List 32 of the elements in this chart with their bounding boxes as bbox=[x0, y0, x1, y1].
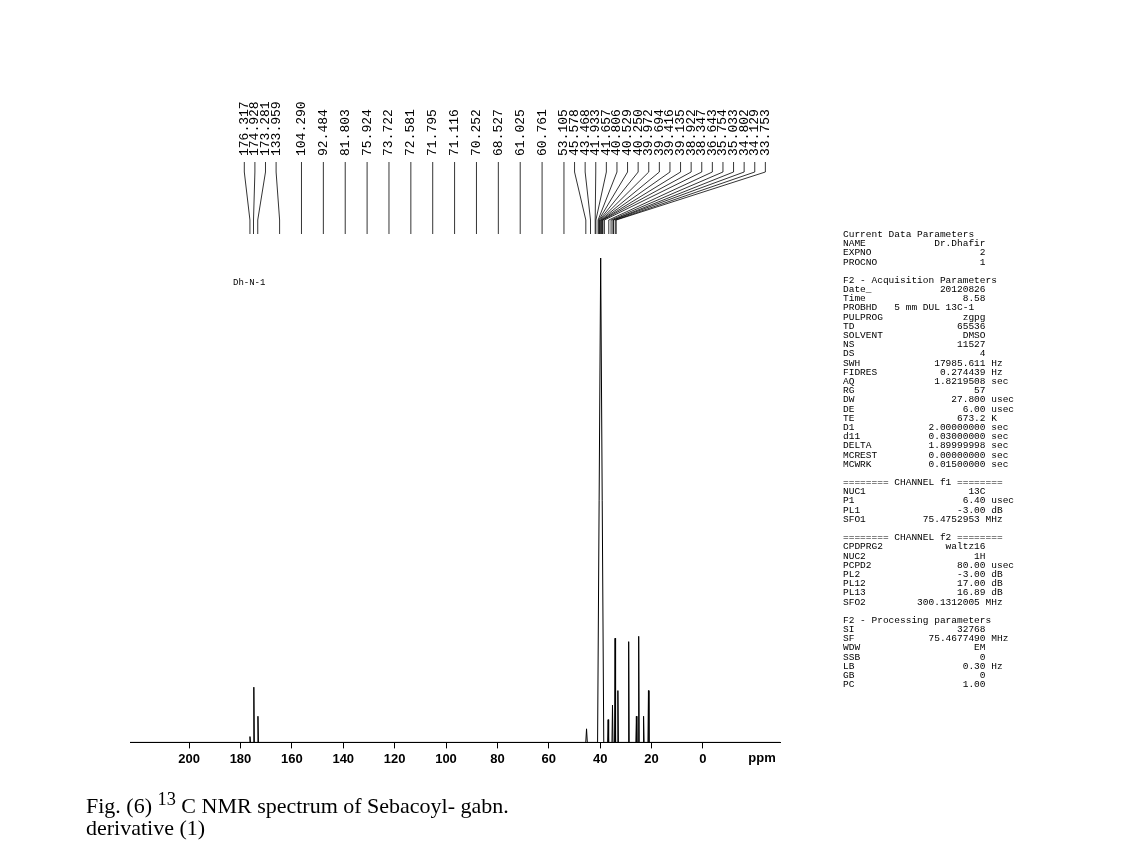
text: 71.795 bbox=[425, 109, 441, 156]
x-tick-label: 200 bbox=[178, 750, 200, 766]
text: 81.803 bbox=[337, 109, 353, 156]
x-tick-label: 120 bbox=[383, 750, 406, 766]
text: Current Data Parameters NAME Dr.Dhafir EXPNO 2 PROCNO 1 bbox=[843, 229, 987, 268]
text: 61.025 bbox=[512, 109, 528, 156]
x-tick-label: 140 bbox=[332, 750, 355, 766]
text: ======== CHANNEL f2 ======== CPDPRG2 waltz16 NUC2 1H PCPD2 80.00 usec PL2 -3.00 dB PL12 17.00 dB PL13 16.89 dB SFO2 300.1312005 MHz bbox=[843, 532, 1015, 608]
text: Fig. (6) $^{13}$ C NMR spectrum of Sebacoyl- gabn. derivative (1) bbox=[86, 788, 509, 841]
text: 104.290 bbox=[293, 101, 309, 156]
text: 133.959 bbox=[268, 101, 284, 156]
text: 73.722 bbox=[381, 109, 397, 156]
text: 72.581 bbox=[403, 108, 419, 156]
x-tick-label: 20 bbox=[644, 750, 659, 766]
text: F2 - Processing parameters SI 32768 SF 75.4677490 MHz WDW EM SSB 0 LB 0.30 Hz GB 0 PC 1.00 bbox=[843, 614, 1010, 691]
x-tick-label: 40 bbox=[592, 750, 608, 766]
x-tick-label: 160 bbox=[281, 750, 303, 766]
text: 75.924 bbox=[359, 108, 375, 156]
x-tick-label: 100 bbox=[435, 750, 457, 766]
text: 92.484 bbox=[315, 108, 331, 156]
text: Dh-N-1 bbox=[233, 278, 266, 288]
text: 70.252 bbox=[468, 109, 484, 156]
x-tick-label: 80 bbox=[490, 750, 505, 766]
text: 71.116 bbox=[447, 109, 463, 156]
x-tick-label: 180 bbox=[229, 750, 252, 766]
x-axis-title: ppm bbox=[748, 750, 776, 766]
x-tick-label: 60 bbox=[541, 750, 557, 766]
text: 68.527 bbox=[490, 109, 506, 156]
text: ======== CHANNEL f1 ======== NUC1 13C P1 6.40 usec PL1 -3.00 dB SFO1 75.4752953 MHz bbox=[843, 477, 1015, 525]
text: 60.761 bbox=[534, 108, 550, 156]
x-tick-label: 0 bbox=[699, 750, 707, 766]
text: F2 - Acquisition Parameters Date_ 20120826 Time 8.58 PROBHD 5 mm DUL 13C-1 PULPROG zgpg TD 65536 SOLVENT DMSO NS 11527 DS 4 SWH 17985.611 Hz FIDRES 0.274439 Hz AQ 1.8219508 sec RG 57 DW 27.800 usec DE 6.00 usec TE 673.2 K D1 2.00000000 sec d11 0.03000000 sec DELTA 1.89999998 sec MCREST 0.00000000 sec MCWRK 0.01500000 sec bbox=[843, 274, 1015, 470]
